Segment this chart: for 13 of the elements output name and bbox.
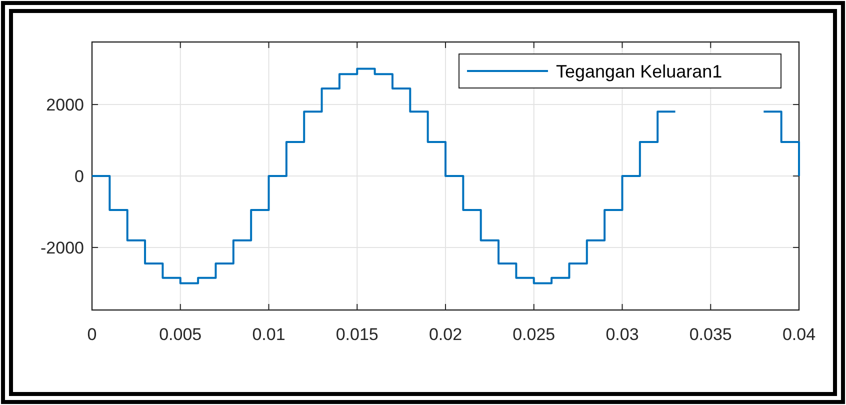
- y-tick-label: 2000: [46, 95, 84, 114]
- x-tick-label: 0.04: [782, 325, 816, 344]
- legend-label: Tegangan Keluaran1: [556, 61, 722, 82]
- x-tick-label: 0.005: [159, 325, 202, 344]
- x-tick-label: 0.035: [689, 325, 732, 344]
- y-tick-label: -2000: [40, 238, 84, 258]
- x-tick-label: 0.02: [428, 325, 462, 344]
- x-tick-label: 0.03: [606, 325, 639, 344]
- x-tick-label: 0.025: [512, 325, 556, 344]
- y-tick-label: 0: [74, 166, 84, 186]
- x-tick-label: 0.015: [336, 325, 378, 344]
- x-tick-label: 0: [87, 325, 97, 344]
- x-tick-label: 0.01: [252, 325, 286, 344]
